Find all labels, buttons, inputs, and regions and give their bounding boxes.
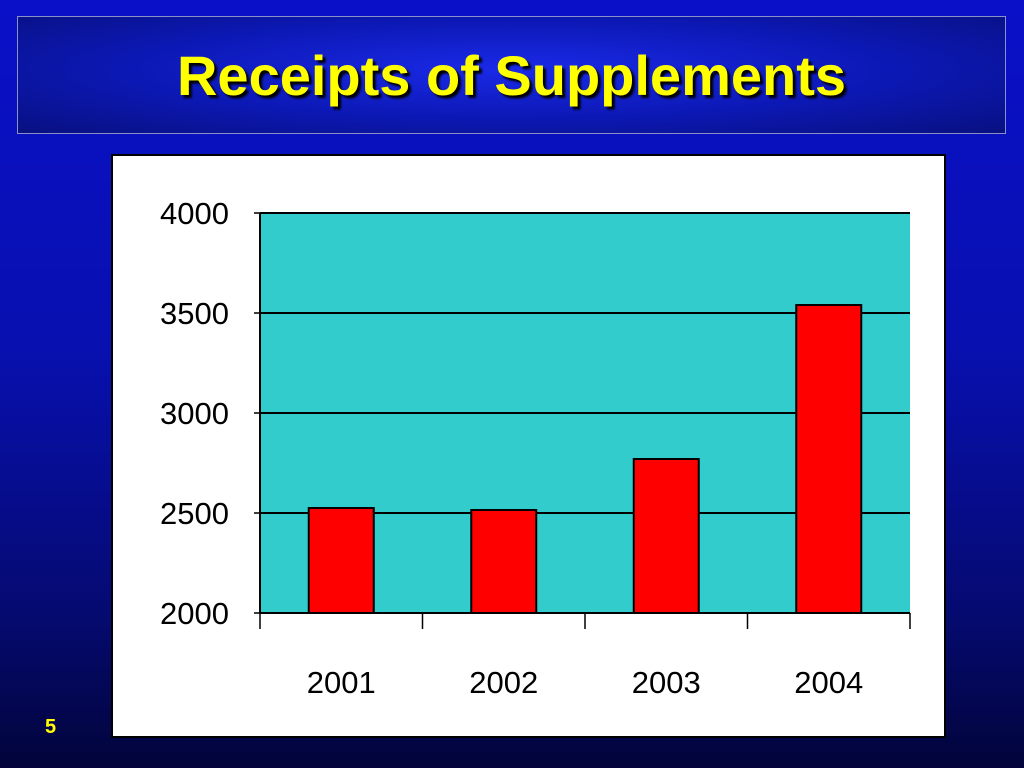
bar-2003 (632, 458, 700, 614)
axes (254, 212, 911, 629)
x-tick-label: 2002 (469, 665, 538, 700)
y-tick-label: 4000 (160, 196, 229, 231)
y-tick-label: 3500 (160, 296, 229, 331)
y-tick-label: 2500 (160, 496, 229, 531)
chart-container: 2000 2500 3000 3500 4000 2001 2002 2003 2004 (111, 154, 946, 738)
x-tick-label: 2004 (794, 665, 863, 700)
slide-number: 5 (45, 716, 57, 738)
bars (307, 304, 863, 614)
bar-2001 (307, 507, 375, 614)
x-tick-label: 2001 (307, 665, 376, 700)
y-axis-labels: 2000 2500 3000 3500 4000 (160, 196, 229, 631)
title-band: Receipts of Supplements (17, 16, 1006, 134)
bar-2002 (470, 509, 538, 614)
bar-2004 (795, 304, 863, 614)
x-tick-label: 2003 (632, 665, 701, 700)
bar-chart: 2000 2500 3000 3500 4000 2001 2002 2003 2004 (160, 196, 911, 700)
y-tick-label: 3000 (160, 396, 229, 431)
y-tick-label: 2000 (160, 596, 229, 631)
slide-title: Receipts of Supplements (176, 43, 847, 107)
x-axis-labels: 2001 2002 2003 2004 (307, 665, 863, 700)
